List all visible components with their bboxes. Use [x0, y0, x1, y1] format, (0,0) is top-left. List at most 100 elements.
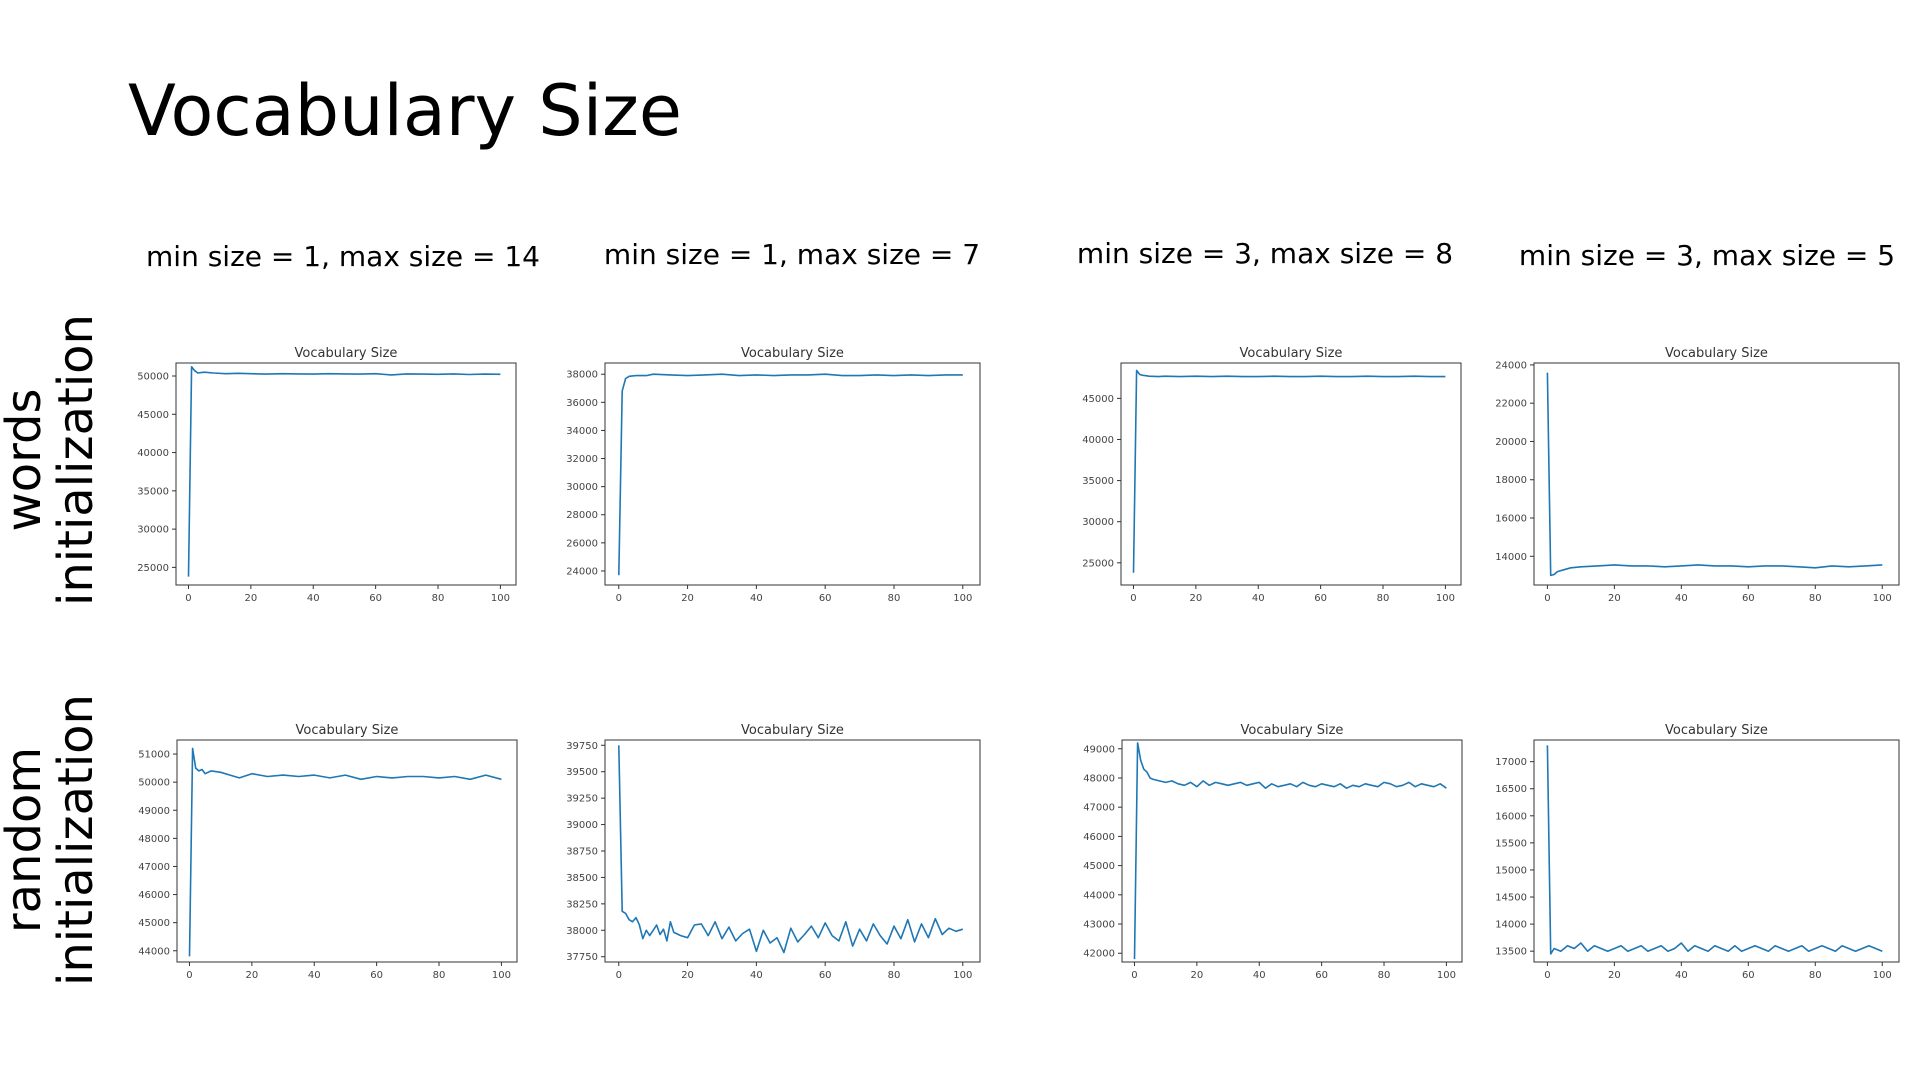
x-tick-label: 80: [888, 593, 901, 604]
series-line: [618, 745, 964, 954]
x-tick-label: 60: [370, 970, 383, 981]
y-tick-label: 28000: [566, 510, 598, 521]
plot-frame: [175, 362, 517, 586]
chart-8: Vocabulary Size 0 20 40 60 80 100 13500 14000 145…: [1495, 723, 1900, 981]
x-tick-label: 100: [1873, 593, 1892, 604]
x-tick-label: 0: [616, 593, 622, 604]
plot-frame: [604, 362, 981, 586]
chart-title: Vocabulary Size: [1241, 723, 1344, 738]
y-tick-label: 15500: [1495, 838, 1527, 849]
y-tick-label: 50000: [137, 372, 169, 383]
x-tick-label: 60: [1314, 593, 1327, 604]
chart-6: Vocabulary Size 0 20 40 60 80 100 37750 38000 382…: [566, 723, 981, 981]
x-tick-label: 40: [750, 970, 763, 981]
x-tick-label: 60: [1315, 970, 1328, 981]
x-tick-label: 80: [1378, 970, 1391, 981]
x-tick-label: 20: [1608, 593, 1621, 604]
y-tick-label: 30000: [566, 482, 598, 493]
y-tick-label: 49000: [1083, 744, 1115, 755]
page-title: Vocabulary Size: [128, 70, 682, 152]
x-tick-label: 60: [819, 593, 832, 604]
x-tick-label: 80: [1809, 970, 1822, 981]
series-line: [618, 373, 963, 576]
x-tick-label: 100: [953, 970, 972, 981]
y-tick-label: 24000: [566, 566, 598, 577]
y-tick-label: 22000: [1495, 399, 1527, 410]
series-line: [188, 747, 502, 957]
y-tick-label: 15000: [1495, 865, 1527, 876]
x-tick-label: 100: [1436, 593, 1455, 604]
y-tick-label: 51000: [138, 750, 170, 761]
plot-frame: [1533, 739, 1900, 963]
y-tick-label: 18000: [1495, 475, 1527, 486]
y-tick-label: 45000: [1083, 861, 1115, 872]
y-tick-label: 40000: [1082, 435, 1114, 446]
y-tick-label: 16500: [1495, 784, 1527, 795]
y-tick-label: 42000: [1083, 949, 1115, 960]
y-tick-label: 38000: [566, 370, 598, 381]
y-tick-label: 14000: [1495, 920, 1527, 931]
x-tick-label: 0: [1544, 970, 1550, 981]
y-tick-label: 45000: [138, 918, 170, 929]
column-header-4: min size = 3, max size = 5: [1518, 239, 1896, 272]
x-tick-label: 20: [681, 593, 694, 604]
chart-title: Vocabulary Size: [296, 723, 399, 738]
x-tick-label: 0: [1131, 970, 1137, 981]
y-tick-label: 45000: [1082, 394, 1114, 405]
plot-frame: [1120, 362, 1462, 586]
series-line: [1546, 745, 1883, 955]
x-tick-label: 40: [1252, 593, 1265, 604]
column-header-1: min size = 1, max size = 14: [146, 240, 540, 273]
chart-title: Vocabulary Size: [741, 723, 844, 738]
y-tick-label: 48000: [1083, 773, 1115, 784]
y-tick-label: 25000: [1082, 558, 1114, 569]
y-tick-label: 44000: [138, 946, 170, 957]
y-tick-label: 30000: [137, 525, 169, 536]
x-tick-label: 0: [616, 970, 622, 981]
y-tick-label: 30000: [1082, 517, 1114, 528]
y-tick-label: 37750: [566, 952, 598, 963]
y-tick-label: 38500: [566, 873, 598, 884]
y-tick-label: 46000: [1083, 832, 1115, 843]
x-tick-label: 40: [1675, 970, 1688, 981]
x-tick-label: 20: [244, 593, 257, 604]
x-tick-label: 80: [433, 970, 446, 981]
y-tick-label: 39500: [566, 767, 598, 778]
y-tick-label: 26000: [566, 538, 598, 549]
chart-title: Vocabulary Size: [295, 346, 398, 361]
y-tick-label: 47000: [1083, 803, 1115, 814]
y-tick-label: 17000: [1495, 757, 1527, 768]
x-tick-label: 100: [491, 593, 510, 604]
x-tick-label: 100: [953, 593, 972, 604]
y-tick-label: 40000: [137, 448, 169, 459]
chart-3: Vocabulary Size 0 20 40 60 80 100 25000 30000 350…: [1082, 346, 1462, 604]
x-tick-label: 20: [1190, 970, 1203, 981]
x-tick-label: 60: [819, 970, 832, 981]
y-tick-label: 49000: [138, 806, 170, 817]
y-tick-label: 25000: [137, 563, 169, 574]
column-header-3: min size = 3, max size = 8: [1076, 237, 1454, 270]
series-line: [1132, 369, 1446, 573]
x-tick-label: 20: [681, 970, 694, 981]
y-tick-label: 20000: [1495, 437, 1527, 448]
y-tick-label: 45000: [137, 410, 169, 421]
y-tick-label: 13500: [1495, 947, 1527, 958]
y-tick-label: 43000: [1083, 920, 1115, 931]
y-tick-label: 14000: [1495, 552, 1527, 563]
series-line: [1546, 372, 1883, 577]
series-line: [1133, 742, 1447, 960]
plot-frame: [1533, 362, 1900, 586]
x-tick-label: 100: [492, 970, 511, 981]
y-tick-label: 35000: [137, 486, 169, 497]
y-tick-label: 39250: [566, 794, 598, 805]
x-tick-label: 40: [307, 593, 320, 604]
x-tick-label: 60: [369, 593, 382, 604]
x-tick-label: 80: [1377, 593, 1390, 604]
chart-title: Vocabulary Size: [1240, 346, 1343, 361]
y-tick-label: 34000: [566, 426, 598, 437]
x-tick-label: 60: [1742, 593, 1755, 604]
y-tick-label: 16000: [1495, 514, 1527, 525]
chart-1: Vocabulary Size 0 20 40 60 80 100 25000 30000 350…: [137, 346, 517, 604]
y-tick-label: 50000: [138, 778, 170, 789]
y-tick-label: 48000: [138, 834, 170, 845]
